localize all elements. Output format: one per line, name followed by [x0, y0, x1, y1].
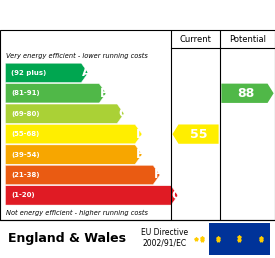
- Polygon shape: [6, 124, 142, 144]
- Text: (81-91): (81-91): [11, 90, 40, 96]
- Text: C: C: [118, 107, 127, 120]
- Text: Very energy efficient - lower running costs: Very energy efficient - lower running co…: [6, 52, 147, 59]
- Text: (39-54): (39-54): [11, 151, 40, 158]
- Polygon shape: [6, 145, 142, 164]
- Text: England & Wales: England & Wales: [8, 232, 126, 245]
- Text: Not energy efficient - higher running costs: Not energy efficient - higher running co…: [6, 210, 147, 216]
- Text: (1-20): (1-20): [11, 192, 35, 198]
- Polygon shape: [6, 165, 160, 185]
- Polygon shape: [6, 63, 88, 83]
- Text: 55: 55: [189, 128, 207, 141]
- Text: Energy Efficiency Rating: Energy Efficiency Rating: [8, 8, 199, 22]
- Text: D: D: [136, 128, 146, 141]
- Polygon shape: [172, 124, 219, 144]
- Text: 88: 88: [238, 87, 255, 100]
- Text: G: G: [172, 189, 182, 202]
- Text: F: F: [154, 168, 162, 181]
- Text: (21-38): (21-38): [11, 172, 40, 178]
- Polygon shape: [6, 104, 124, 123]
- Polygon shape: [6, 84, 106, 103]
- Text: Potential: Potential: [229, 35, 266, 44]
- Polygon shape: [221, 84, 274, 103]
- Text: E: E: [136, 148, 144, 161]
- Polygon shape: [6, 186, 178, 205]
- Text: (55-68): (55-68): [11, 131, 39, 137]
- Text: B: B: [100, 87, 109, 100]
- Text: (69-80): (69-80): [11, 111, 40, 117]
- FancyBboxPatch shape: [209, 223, 270, 255]
- Text: A: A: [82, 66, 91, 79]
- Text: (92 plus): (92 plus): [11, 70, 46, 76]
- Text: Current: Current: [180, 35, 211, 44]
- Text: EU Directive
2002/91/EC: EU Directive 2002/91/EC: [141, 228, 189, 248]
